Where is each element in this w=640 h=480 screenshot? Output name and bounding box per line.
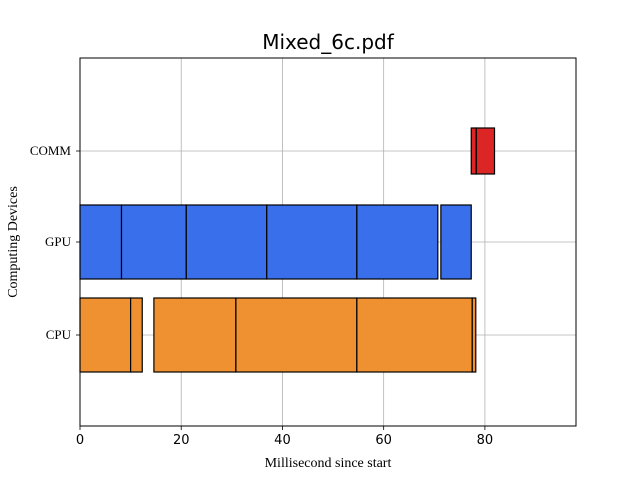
task-bar-cpu <box>471 297 477 373</box>
y-axis-label: Computing Devices <box>6 186 21 298</box>
task-bar-comm <box>470 127 477 175</box>
bars <box>79 127 496 373</box>
x-tick-label: 60 <box>375 433 392 448</box>
task-bar-gpu <box>266 204 358 280</box>
task-bar-gpu <box>185 204 268 280</box>
task-bar-gpu <box>356 204 439 280</box>
x-tick-label: 0 <box>76 433 84 448</box>
task-bar-cpu <box>79 297 132 373</box>
task-bar-comm <box>475 127 496 175</box>
task-bar-cpu <box>235 297 358 373</box>
y-tick-label-gpu: GPU <box>45 234 72 249</box>
task-bar-gpu <box>79 204 123 280</box>
task-bar-cpu <box>153 297 237 373</box>
y-tick-label-comm: COMM <box>30 143 72 158</box>
x-axis-label: Millisecond since start <box>265 456 392 471</box>
chart-title: Mixed_6c.pdf <box>262 30 395 54</box>
x-tick-label: 80 <box>477 433 494 448</box>
task-bar-cpu <box>356 297 473 373</box>
y-ticks: CPU GPU COMM <box>30 143 80 342</box>
task-bar-gpu <box>120 204 187 280</box>
y-tick-label-cpu: CPU <box>46 327 72 342</box>
x-ticks: 0 20 40 60 80 <box>76 426 493 448</box>
task-bar-gpu <box>440 204 472 280</box>
task-bar-cpu <box>130 297 143 373</box>
x-tick-label: 40 <box>274 433 291 448</box>
x-tick-label: 20 <box>173 433 190 448</box>
